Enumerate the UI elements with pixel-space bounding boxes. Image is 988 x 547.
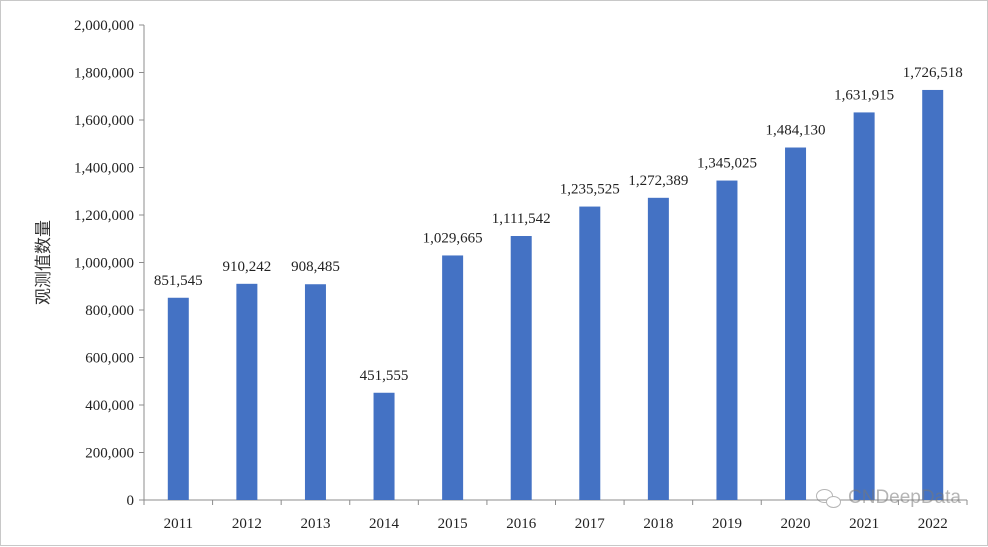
data-label: 1,029,665: [423, 230, 483, 246]
bar: [716, 180, 738, 500]
x-tick-label: 2011: [164, 516, 193, 532]
y-tick-label: 1,600,000: [74, 113, 134, 129]
watermark-text: CNDeepData: [848, 487, 961, 508]
data-label: 1,111,542: [492, 211, 551, 227]
y-tick-label: 1,800,000: [74, 66, 134, 82]
bar: [304, 284, 326, 500]
data-label: 908,485: [291, 259, 340, 275]
watermark: CNDeepData: [816, 487, 961, 509]
x-tick-label: 2016: [506, 516, 537, 532]
y-tick-label: 1,000,000: [74, 256, 134, 272]
data-label: 1,235,525: [560, 182, 620, 198]
data-label: 1,631,915: [834, 87, 894, 103]
bar: [510, 236, 532, 500]
y-tick-label: 2,000,000: [74, 18, 134, 34]
data-label: 1,272,389: [628, 173, 688, 189]
bar: [236, 283, 258, 500]
bar: [853, 112, 875, 500]
y-tick-label: 600,000: [85, 351, 134, 367]
data-label: 1,726,518: [903, 65, 963, 81]
wechat-icon: [816, 487, 842, 509]
y-tick-label: 0: [127, 493, 135, 509]
bar: [647, 197, 669, 500]
x-tick-label: 2015: [438, 516, 468, 532]
y-tick-label: 1,200,000: [74, 208, 134, 224]
x-tick-label: 2013: [300, 516, 330, 532]
bar: [922, 89, 944, 501]
x-tick-label: 2022: [918, 516, 948, 532]
y-tick-label: 1,400,000: [74, 161, 134, 177]
x-tick-label: 2012: [232, 516, 262, 532]
x-tick-label: 2017: [575, 516, 606, 532]
bar: [373, 392, 395, 500]
y-tick-label: 800,000: [85, 303, 134, 319]
y-tick-label: 400,000: [85, 398, 134, 414]
y-tick-label: 200,000: [85, 446, 134, 462]
bar: [167, 297, 189, 500]
x-tick-label: 2020: [781, 516, 811, 532]
data-label: 851,545: [154, 273, 203, 289]
data-label: 910,242: [223, 259, 272, 275]
x-tick-label: 2018: [643, 516, 673, 532]
data-label: 451,555: [360, 368, 409, 384]
x-tick-label: 2014: [369, 516, 400, 532]
bar: [442, 255, 464, 500]
x-tick-label: 2021: [849, 516, 879, 532]
x-tick-label: 2019: [712, 516, 742, 532]
data-label: 1,484,130: [766, 123, 826, 139]
bar: [785, 147, 807, 501]
data-label: 1,345,025: [697, 156, 757, 172]
bar: [579, 206, 601, 500]
y-axis-title: 观测值数量: [34, 220, 53, 305]
